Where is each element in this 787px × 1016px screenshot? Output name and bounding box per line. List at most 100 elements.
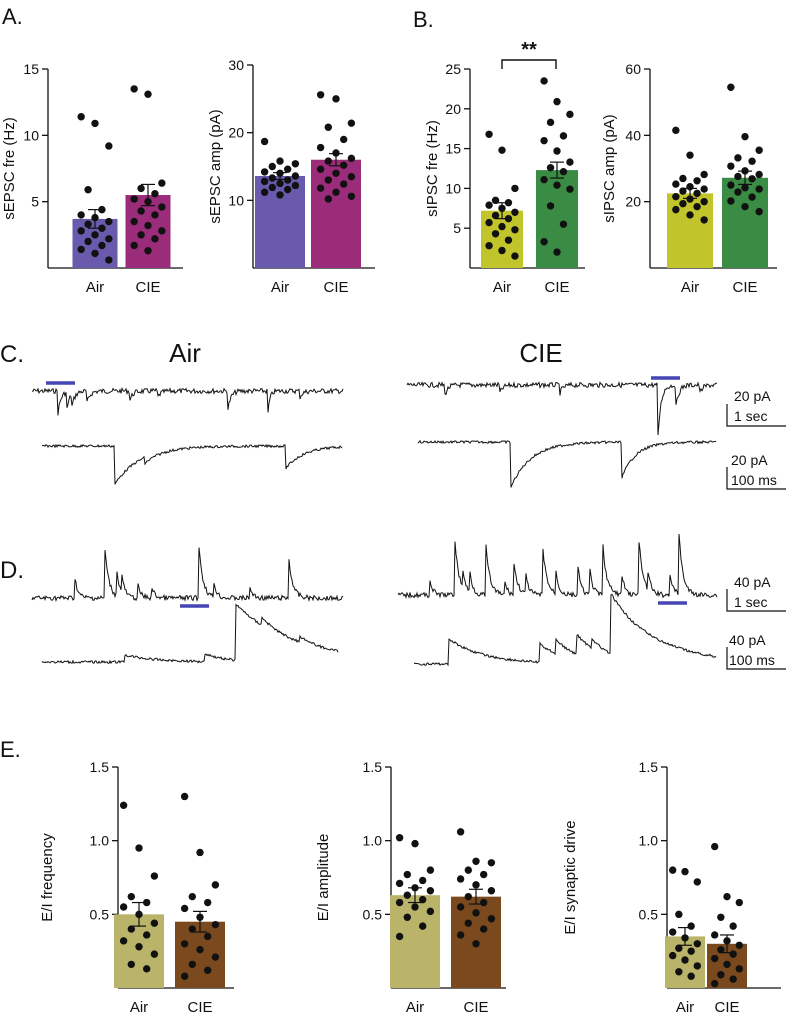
- data-point: [735, 941, 744, 949]
- chart-e3: 0.5 1.0 1.5 E/I synaptic drive Air CIE: [562, 759, 781, 1016]
- y-tick-label: 0.5: [639, 906, 659, 922]
- data-point: [316, 184, 325, 192]
- data-point: [491, 211, 500, 220]
- x-tick-label-air: Air: [681, 279, 699, 296]
- data-point: [144, 90, 152, 98]
- y-tick-label: 0.5: [363, 906, 383, 922]
- data-point: [144, 197, 152, 206]
- data-point: [464, 866, 473, 874]
- data-point: [127, 892, 136, 901]
- data-point: [472, 940, 480, 948]
- epsc-trace-cie-overview: [406, 381, 718, 436]
- data-point: [180, 940, 189, 948]
- data-point: [347, 192, 356, 200]
- y-tick-label: 1.5: [363, 759, 383, 775]
- data-point: [268, 183, 277, 192]
- data-point: [734, 154, 742, 162]
- data-point: [158, 179, 166, 187]
- data-point: [485, 218, 493, 227]
- y-tick-label: 1.5: [639, 759, 659, 775]
- scale-d-bottom-amp: 40 pA: [729, 632, 766, 648]
- data-point: [723, 892, 731, 901]
- x-tick-label-air: Air: [271, 279, 289, 296]
- y-axis-label: E/I frequency: [39, 833, 56, 922]
- data-point: [511, 208, 519, 216]
- x-tick-label-cie: CIE: [544, 279, 569, 296]
- data-point: [105, 235, 113, 243]
- data-point: [511, 252, 519, 260]
- data-point: [403, 891, 412, 899]
- data-point: [188, 960, 197, 969]
- data-point: [710, 931, 719, 939]
- data-point: [727, 83, 735, 91]
- data-point: [687, 972, 695, 980]
- data-point: [741, 132, 749, 141]
- data-point: [727, 162, 735, 170]
- x-tick-label-cie: CIE: [714, 999, 739, 1016]
- data-point: [98, 241, 106, 250]
- data-point: [672, 192, 680, 201]
- data-point: [268, 162, 277, 171]
- data-point: [498, 204, 506, 212]
- data-point: [260, 177, 269, 186]
- data-point: [144, 221, 152, 230]
- data-point: [553, 181, 561, 189]
- data-point: [672, 126, 680, 135]
- data-point: [158, 203, 166, 211]
- data-point: [735, 898, 744, 907]
- y-tick-label: 1.0: [363, 833, 383, 849]
- data-point: [119, 903, 128, 911]
- data-point: [180, 792, 189, 801]
- y-tick-label: 25: [445, 61, 461, 77]
- data-point: [566, 185, 574, 193]
- data-point: [479, 870, 488, 879]
- trace-title-cie: CIE: [519, 338, 562, 368]
- data-point: [729, 950, 737, 958]
- data-point: [479, 898, 488, 907]
- data-point: [700, 170, 708, 179]
- data-point: [260, 168, 269, 176]
- data-point: [675, 944, 683, 952]
- data-point: [559, 167, 568, 176]
- bar-cie: [722, 177, 768, 268]
- panel-label-d: D.: [0, 557, 24, 584]
- data-point: [151, 190, 159, 198]
- data-point: [418, 922, 427, 930]
- data-point: [188, 925, 197, 933]
- data-point: [395, 898, 404, 907]
- y-tick-label: 20: [228, 125, 244, 141]
- scale-bar-c-bottom: [726, 467, 786, 490]
- data-point: [203, 966, 212, 975]
- data-point: [755, 170, 763, 179]
- data-point: [485, 201, 493, 209]
- data-point: [755, 146, 763, 154]
- data-point: [566, 110, 574, 119]
- y-tick-label: 0.5: [90, 906, 110, 922]
- epsc-trace-air-overview: [31, 387, 344, 416]
- data-point: [672, 205, 680, 214]
- data-point: [77, 227, 85, 235]
- data-point: [411, 884, 419, 892]
- data-point: [105, 142, 113, 150]
- data-point: [553, 147, 561, 155]
- data-point: [324, 176, 333, 184]
- data-point: [180, 904, 189, 913]
- data-point: [196, 913, 204, 921]
- data-point: [283, 185, 292, 194]
- data-point: [741, 184, 749, 192]
- data-point: [472, 881, 480, 889]
- data-point: [276, 191, 284, 199]
- data-point: [426, 866, 435, 874]
- data-point: [324, 157, 333, 165]
- data-point: [316, 91, 325, 99]
- data-point: [456, 875, 465, 883]
- data-point: [119, 801, 128, 810]
- data-point: [127, 960, 136, 969]
- data-point: [487, 859, 496, 867]
- data-point: [456, 828, 465, 836]
- data-point: [276, 169, 284, 177]
- data-point: [464, 919, 473, 927]
- data-point: [105, 217, 113, 226]
- data-point: [755, 207, 763, 216]
- y-axis-label: sIPSC fre (Hz): [424, 120, 441, 217]
